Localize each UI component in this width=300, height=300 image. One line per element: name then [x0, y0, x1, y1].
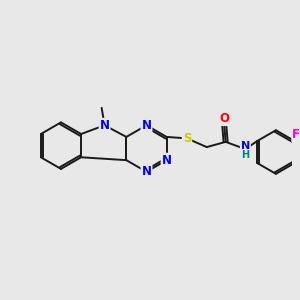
- Text: O: O: [219, 112, 229, 125]
- Text: S: S: [183, 132, 191, 145]
- Text: N: N: [142, 119, 152, 132]
- Text: H: H: [241, 150, 249, 160]
- Text: N: N: [100, 119, 110, 132]
- Text: N: N: [142, 165, 152, 178]
- Text: N: N: [162, 154, 172, 167]
- Text: F: F: [292, 128, 300, 141]
- Text: N: N: [241, 141, 250, 151]
